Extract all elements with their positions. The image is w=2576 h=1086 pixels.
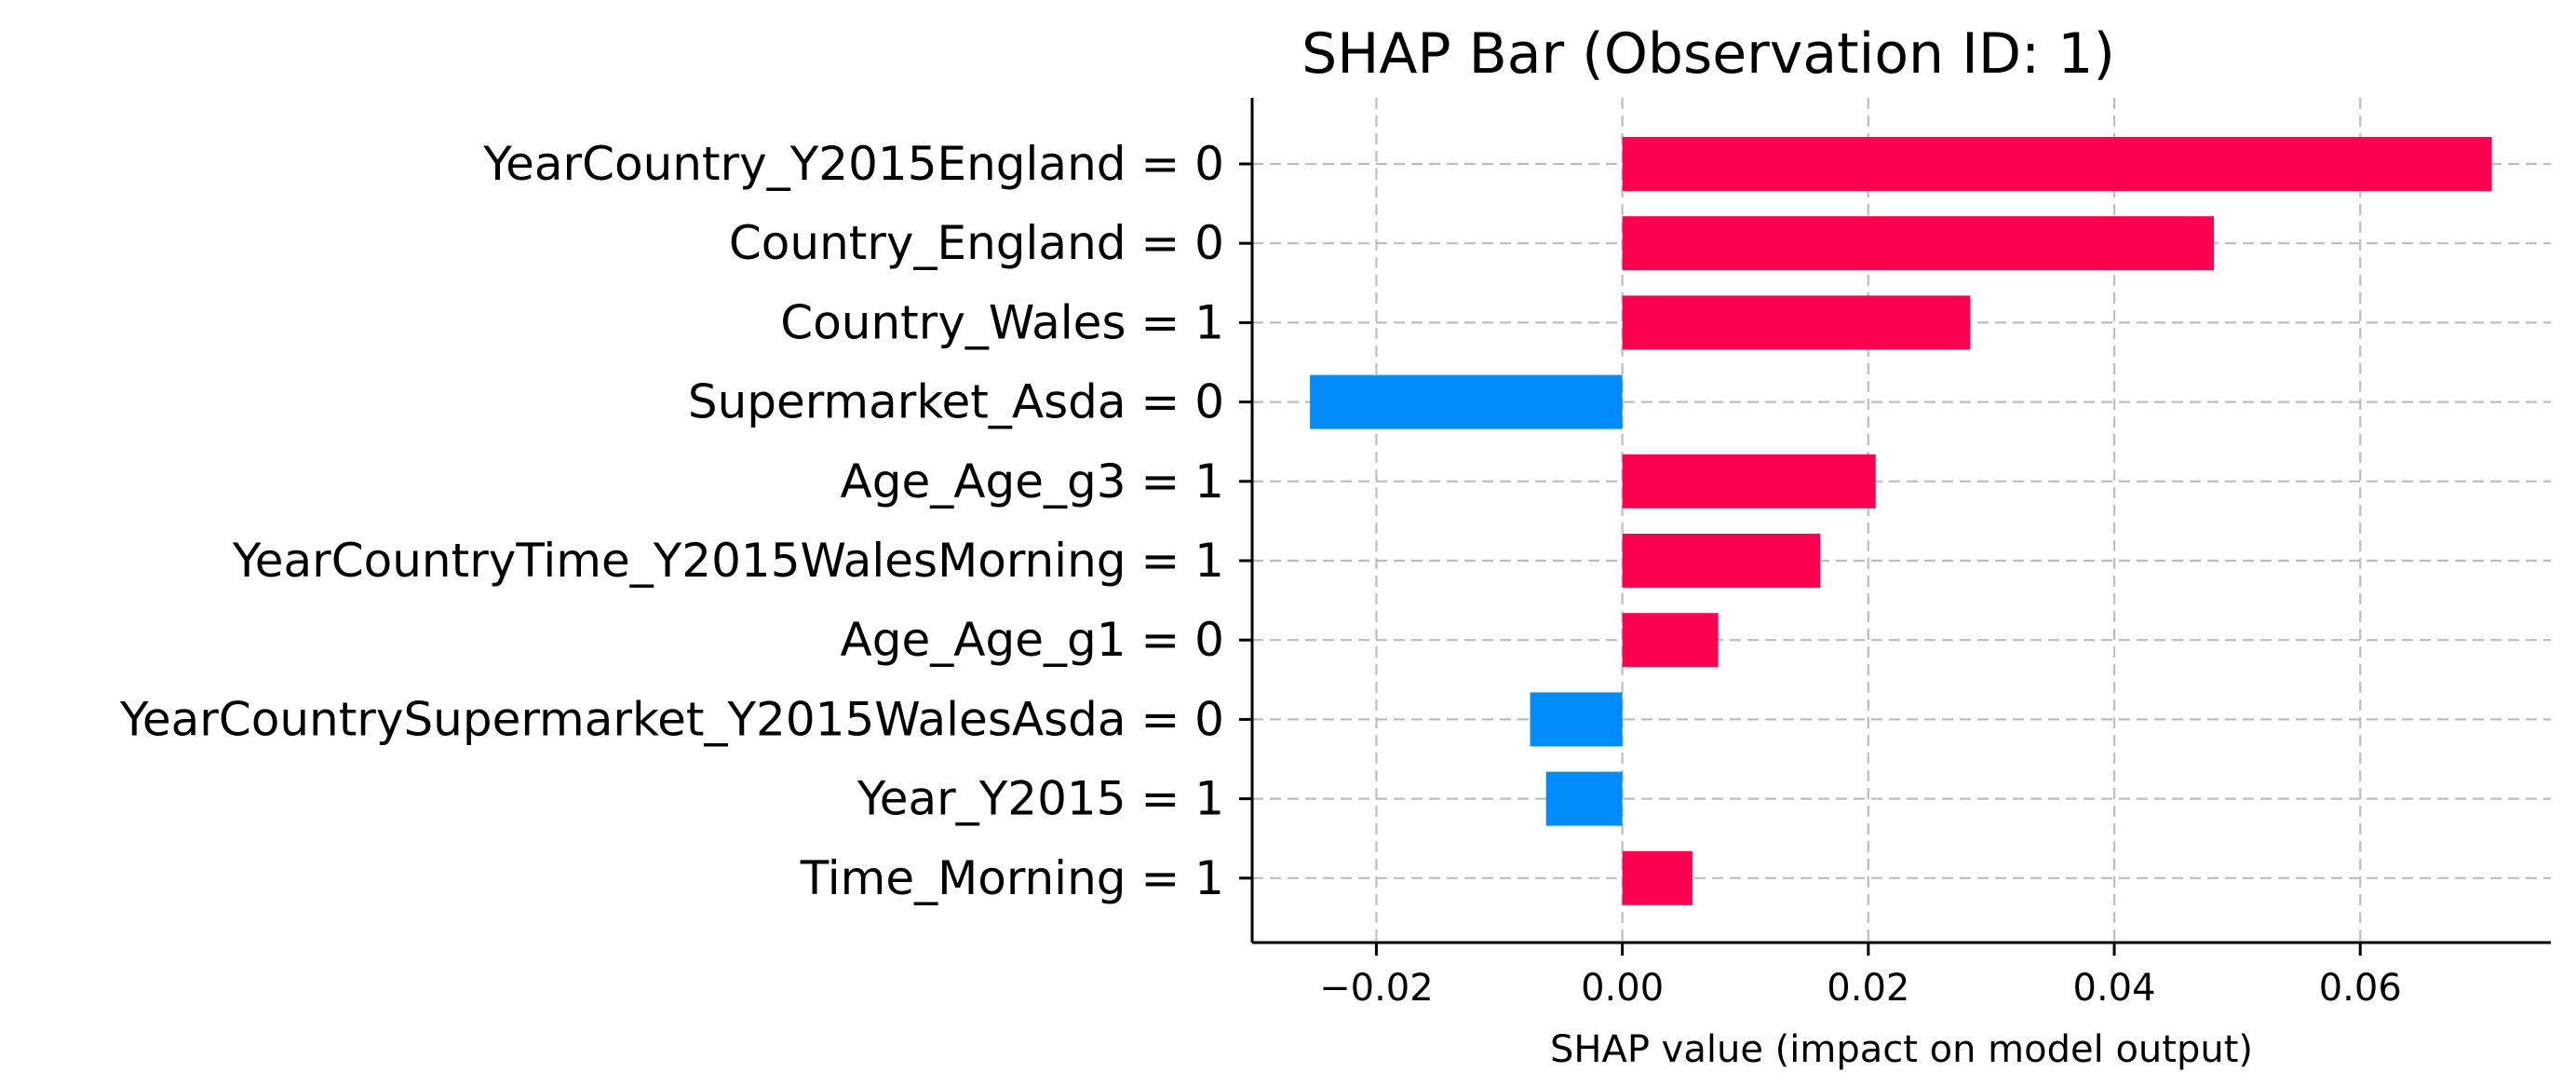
y-tick-label: Time_Morning = 1 — [800, 851, 1224, 905]
y-tick-label: Year_Y2015 = 1 — [856, 772, 1224, 826]
x-tick-label: −0.02 — [1319, 967, 1434, 1010]
y-tick-label: Country_England = 0 — [729, 216, 1224, 270]
bar-positive — [1622, 534, 1821, 588]
bar-positive — [1622, 137, 2492, 191]
bar-positive — [1622, 613, 1719, 668]
chart-title: SHAP Bar (Observation ID: 1) — [1301, 21, 2115, 87]
bar-negative — [1545, 771, 1623, 826]
x-tick-label: 0.06 — [2319, 967, 2402, 1010]
y-tick-label: Country_Wales = 1 — [780, 295, 1224, 349]
y-tick-label: YearCountrySupermarket_Y2015WalesAsda = … — [119, 692, 1224, 746]
x-axis: −0.02 0.00 0.02 0.04 0.06 — [1319, 943, 2402, 1010]
bars-layer — [1310, 137, 2492, 905]
x-tick-label: 0.00 — [1581, 967, 1664, 1010]
y-tick-label: Age_Age_g3 = 1 — [841, 455, 1224, 509]
y-axis-labels: YearCountry_Y2015England = 0 Country_Engl… — [119, 137, 1252, 905]
y-tick-label: YearCountry_Y2015England = 0 — [482, 137, 1224, 191]
bar-positive — [1622, 216, 2215, 271]
bar-negative — [1310, 374, 1623, 429]
bar-positive — [1622, 850, 1693, 905]
x-axis-label: SHAP value (impact on model output) — [1550, 1028, 2253, 1071]
bar-negative — [1530, 692, 1623, 747]
y-tick-label: Supermarket_Asda = 0 — [688, 375, 1224, 429]
x-tick-label: 0.04 — [2073, 967, 2156, 1010]
y-tick-label: YearCountryTime_Y2015WalesMorning = 1 — [232, 534, 1224, 588]
y-tick-label: Age_Age_g1 = 0 — [841, 613, 1224, 667]
x-tick-label: 0.02 — [1827, 967, 1909, 1010]
bar-positive — [1622, 454, 1876, 509]
bar-positive — [1622, 295, 1971, 350]
